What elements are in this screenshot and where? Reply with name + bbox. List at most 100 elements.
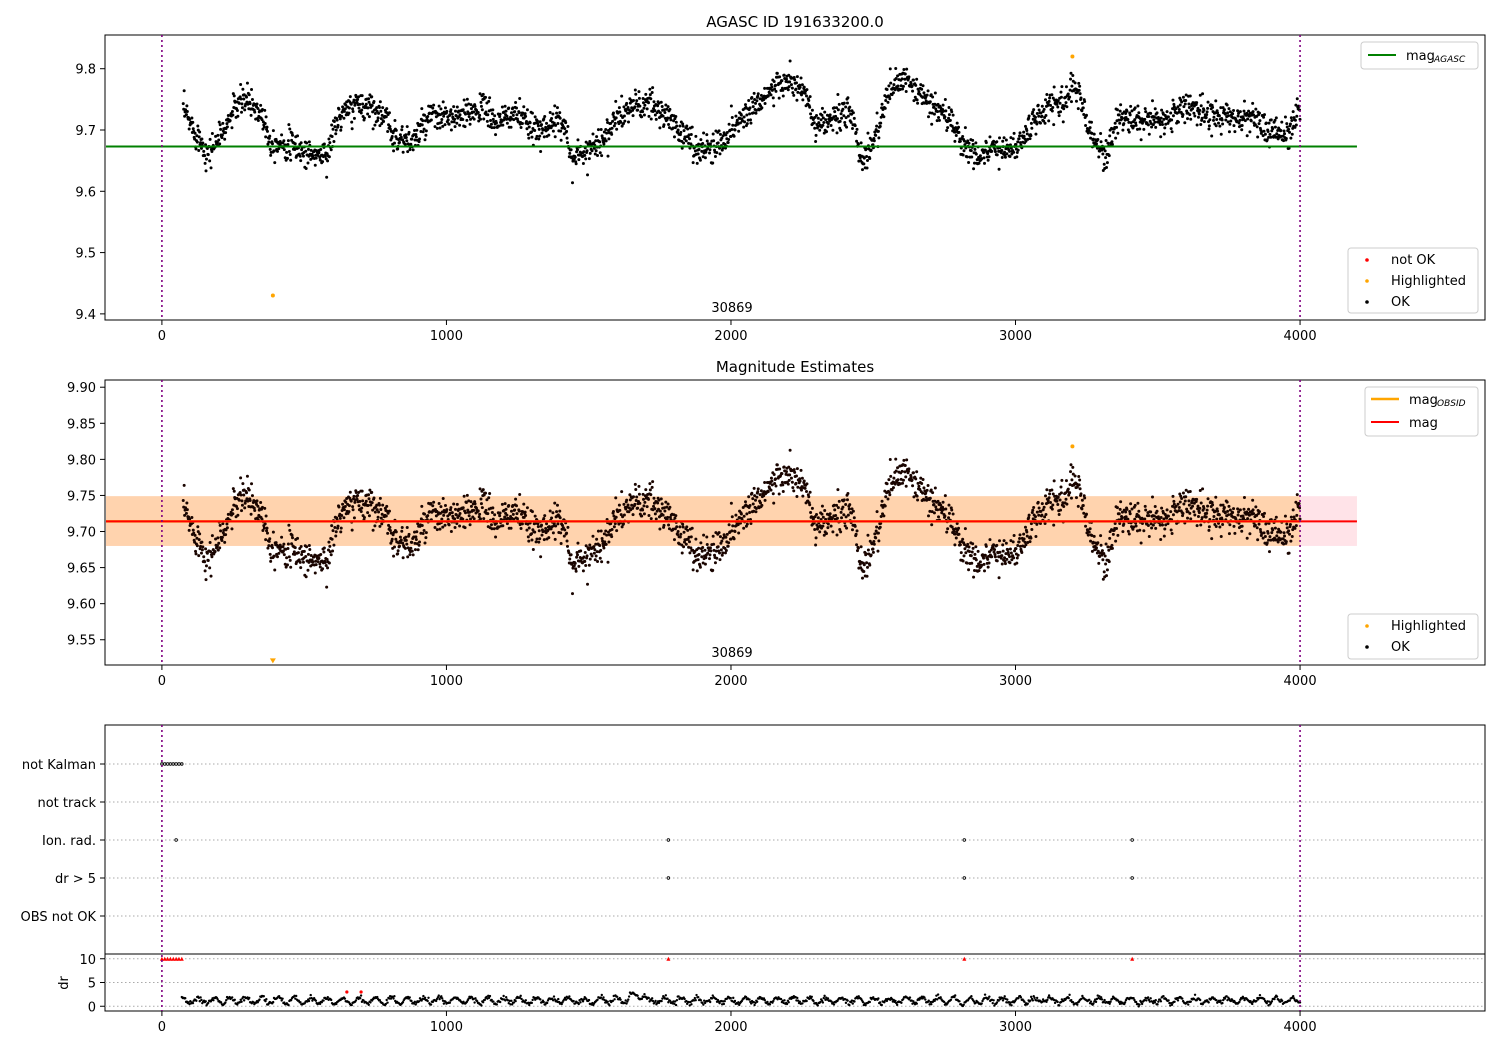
- ok-point: [917, 90, 921, 94]
- ok-point: [1034, 534, 1038, 538]
- ok-point: [867, 552, 871, 556]
- ok-point: [1060, 478, 1064, 482]
- ok-point: [197, 135, 201, 139]
- ok-point: [469, 500, 473, 504]
- ok-point: [1029, 536, 1033, 540]
- ok-point: [1052, 523, 1056, 527]
- ok-point: [196, 124, 200, 128]
- ok-point: [1077, 88, 1081, 92]
- ok-point: [409, 546, 413, 550]
- ok-point: [583, 550, 587, 554]
- ok-point: [419, 531, 423, 535]
- ok-point: [281, 549, 285, 553]
- ok-point: [493, 513, 497, 517]
- ok-point: [443, 106, 447, 110]
- ok-point: [195, 140, 199, 144]
- ok-point: [586, 173, 590, 177]
- ok-point: [388, 127, 392, 131]
- ok-point: [591, 132, 595, 136]
- ok-point: [790, 480, 794, 484]
- ok-point: [686, 528, 690, 532]
- ok-point: [649, 97, 653, 101]
- ok-point: [942, 507, 946, 511]
- ok-point: [1215, 517, 1219, 521]
- ok-point: [939, 503, 943, 507]
- ok-point: [565, 544, 569, 548]
- ok-point: [818, 530, 822, 534]
- ok-point: [750, 95, 754, 99]
- ok-point: [1285, 522, 1289, 526]
- ok-point: [398, 535, 402, 539]
- ok-point: [1232, 507, 1236, 511]
- flag-point: [174, 838, 178, 842]
- ok-point: [1205, 508, 1209, 512]
- ok-point: [462, 494, 466, 498]
- ok-point: [237, 498, 241, 502]
- ok-point: [1192, 111, 1196, 115]
- ok-point: [1009, 136, 1013, 140]
- ok-point: [1133, 503, 1137, 507]
- ok-point: [498, 511, 502, 515]
- ok-point: [511, 504, 515, 508]
- ok-point: [435, 528, 439, 532]
- ok-point: [347, 111, 351, 115]
- ok-point: [922, 498, 926, 502]
- ok-point: [287, 123, 291, 127]
- ok-point: [1035, 122, 1039, 126]
- ok-point: [682, 545, 686, 549]
- ok-point: [720, 553, 724, 557]
- ok-point: [1082, 494, 1086, 498]
- ok-point: [1172, 102, 1176, 106]
- ok-point: [915, 470, 919, 474]
- ok-point: [943, 494, 947, 498]
- ok-point: [733, 529, 737, 533]
- ok-point: [1178, 103, 1182, 107]
- ok-point: [1150, 495, 1154, 499]
- ok-point: [700, 549, 704, 553]
- ok-point: [1238, 118, 1242, 122]
- ok-point: [967, 568, 971, 572]
- ok-point: [1279, 530, 1283, 534]
- ok-point: [259, 103, 263, 107]
- ok-point: [1155, 111, 1159, 115]
- ok-point: [1018, 134, 1022, 138]
- ok-point: [1142, 529, 1146, 533]
- ok-point: [729, 104, 733, 108]
- ok-point: [1008, 149, 1012, 153]
- ok-point: [414, 538, 418, 542]
- ok-point: [1156, 515, 1160, 519]
- ok-point: [605, 131, 609, 135]
- ok-point: [641, 110, 645, 114]
- ok-point: [448, 113, 452, 117]
- ok-point: [798, 479, 802, 483]
- ok-point: [504, 507, 508, 511]
- ok-point: [1255, 526, 1259, 530]
- ok-point: [1162, 517, 1166, 521]
- ok-point: [967, 160, 971, 164]
- ok-point: [543, 514, 547, 518]
- ok-point: [526, 522, 530, 526]
- ok-point: [231, 487, 235, 491]
- ok-point: [770, 88, 774, 92]
- ok-point: [1196, 507, 1200, 511]
- ok-point: [1149, 510, 1153, 514]
- ok-point: [930, 523, 934, 527]
- ok-point: [440, 117, 444, 121]
- ok-point: [812, 121, 816, 125]
- ok-point: [248, 102, 252, 106]
- ok-point: [1149, 111, 1153, 115]
- ok-point: [193, 533, 197, 537]
- ok-point: [1149, 522, 1153, 526]
- ok-point: [694, 134, 698, 138]
- ok-point: [681, 124, 685, 128]
- ok-point: [850, 528, 854, 532]
- ok-point: [1076, 107, 1080, 111]
- ok-point: [478, 487, 482, 491]
- ok-point: [209, 574, 213, 578]
- ok-point: [286, 563, 290, 567]
- ok-point: [995, 559, 999, 563]
- ok-point: [447, 122, 451, 126]
- ok-point: [330, 537, 334, 541]
- ok-point: [950, 110, 954, 114]
- ok-point: [846, 114, 850, 118]
